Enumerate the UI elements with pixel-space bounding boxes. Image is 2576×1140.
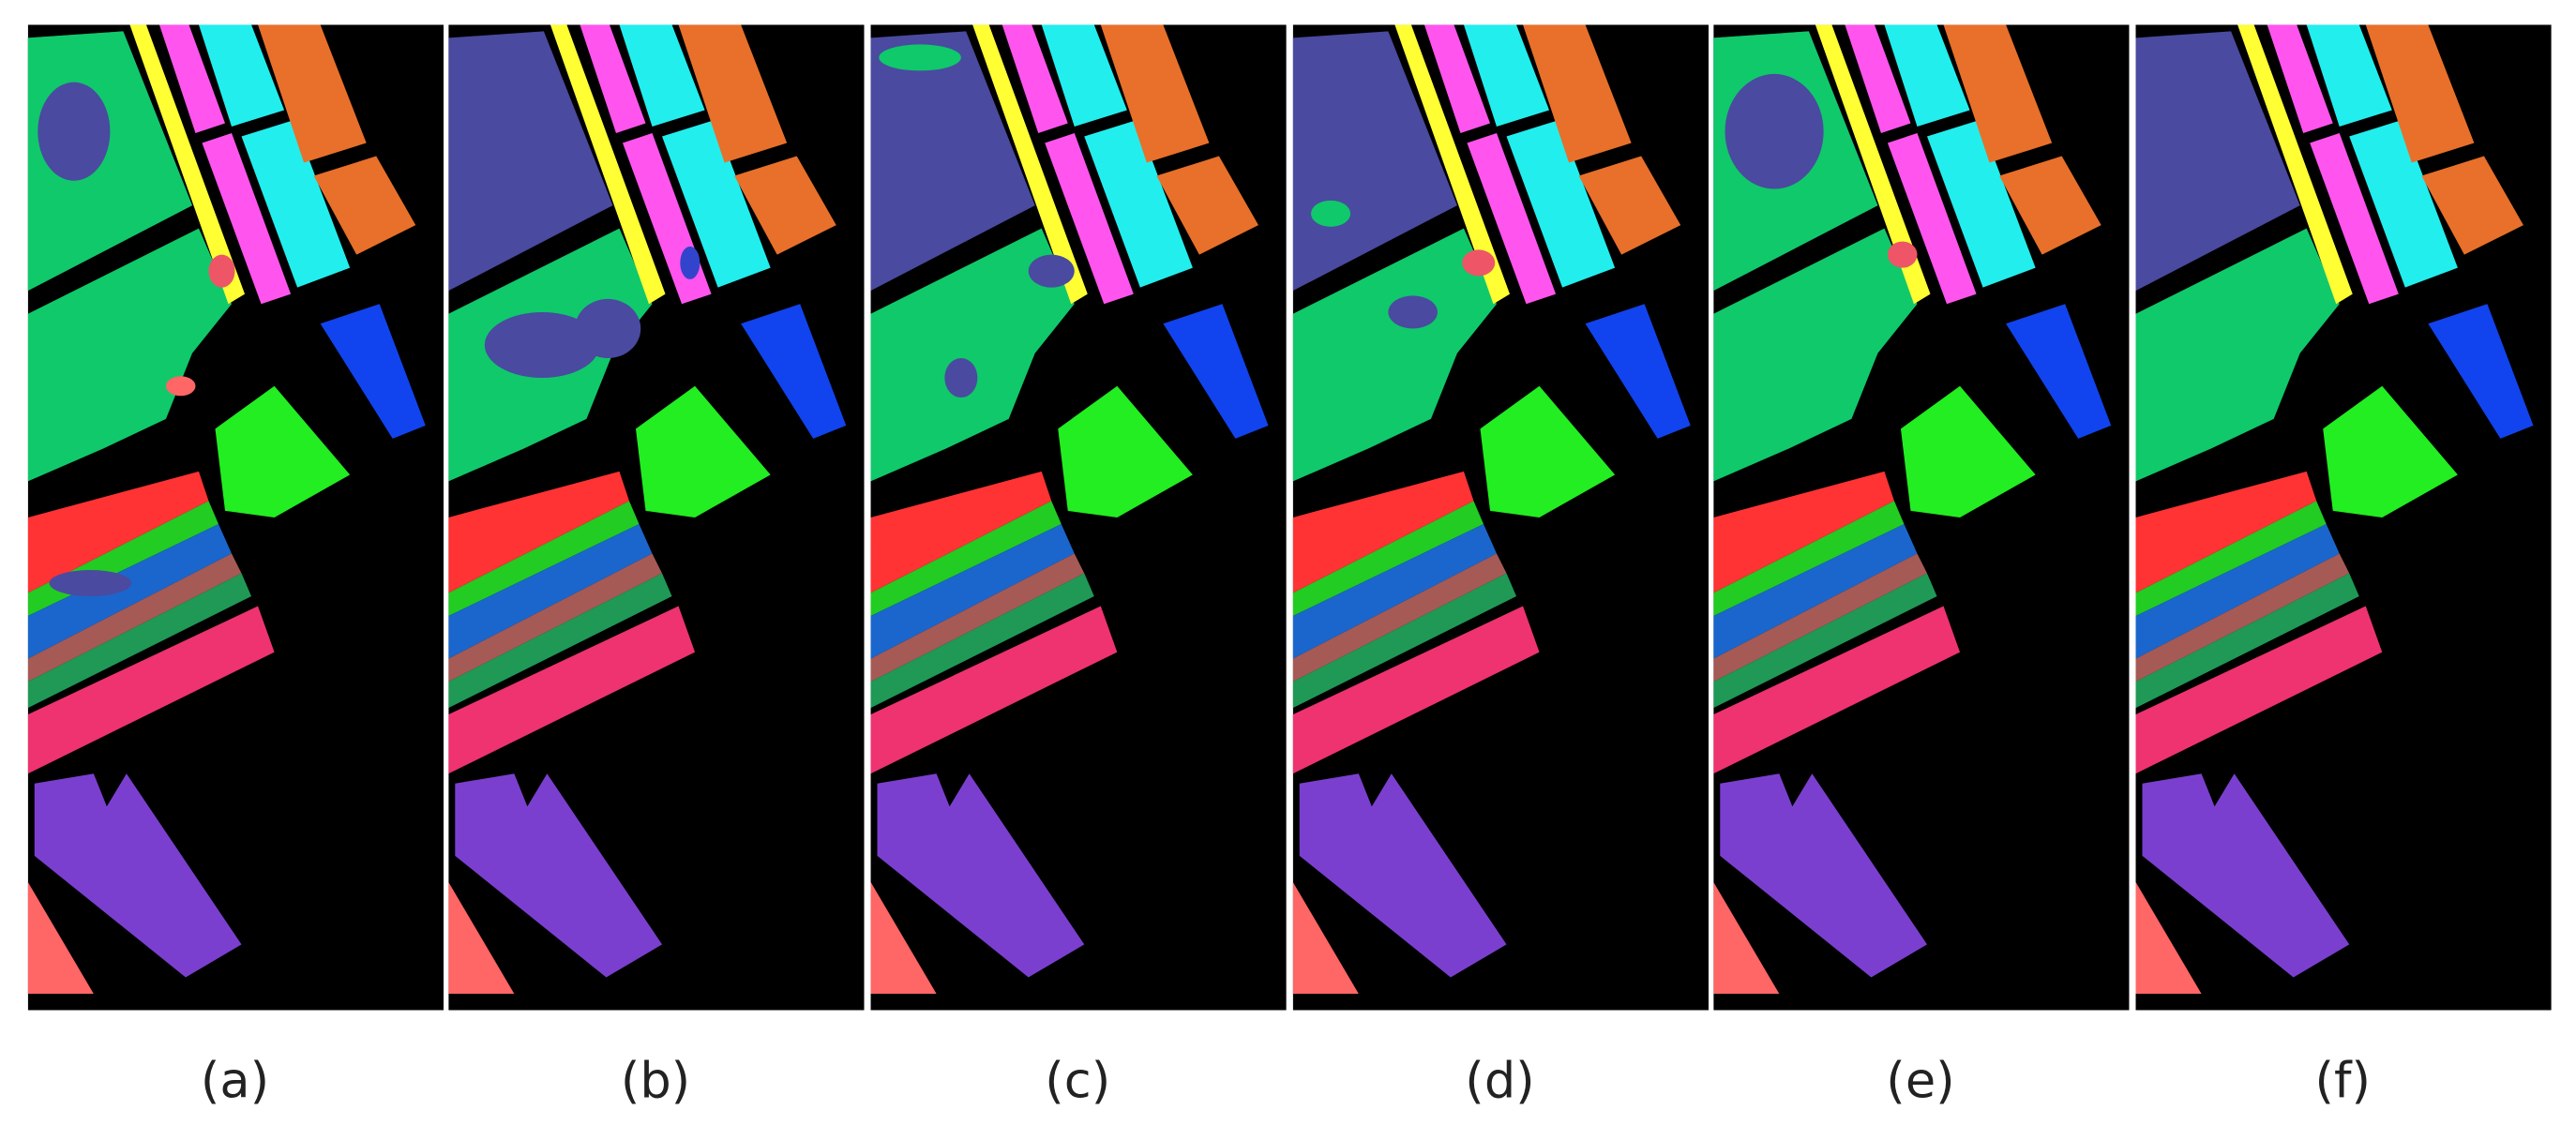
panel-label: (c)	[1045, 1052, 1110, 1109]
panel-label: (d)	[1465, 1052, 1534, 1109]
panel-c	[870, 24, 1287, 1011]
panel-b	[448, 24, 865, 1011]
panel-f	[2135, 24, 2552, 1011]
panel-label: (b)	[621, 1052, 690, 1109]
panel-label: (e)	[1886, 1052, 1954, 1109]
panel-label: (a)	[201, 1052, 269, 1109]
panel-d	[1292, 24, 1709, 1011]
panel-e	[1713, 24, 2130, 1011]
panel-a	[27, 24, 444, 1011]
panel-label: (f)	[2314, 1052, 2371, 1109]
